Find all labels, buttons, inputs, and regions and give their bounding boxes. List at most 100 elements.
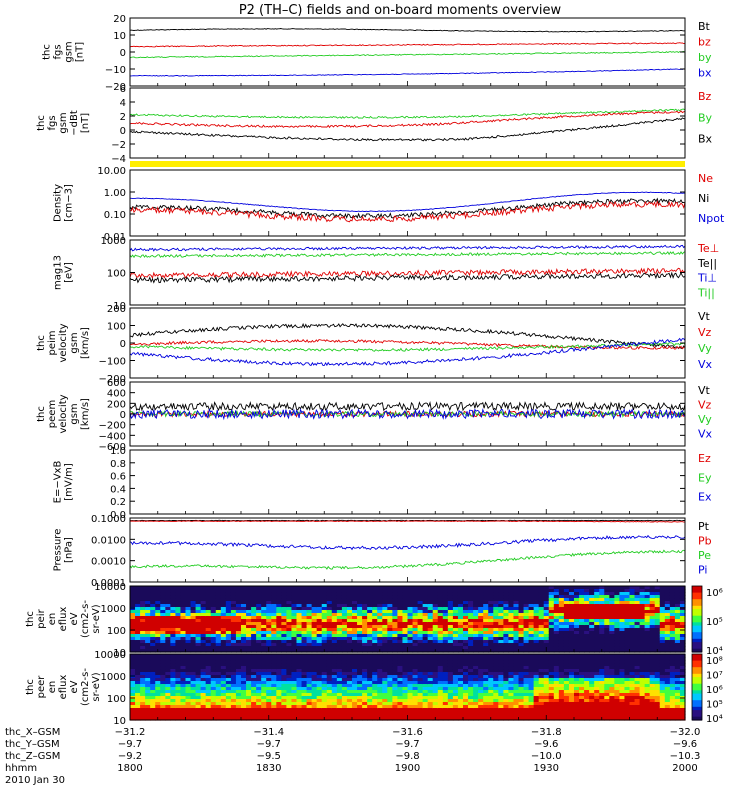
spectrogram-cell [336, 625, 343, 629]
spectrogram-cell [473, 657, 479, 661]
spectrogram-cell [341, 663, 348, 667]
spectrogram-cell [488, 604, 494, 608]
spectrogram-cell [594, 675, 600, 679]
spectrogram-cell [352, 711, 358, 715]
spectrogram-cell [639, 616, 646, 620]
spectrogram-cell [679, 595, 686, 599]
spectrogram-cell [463, 696, 469, 700]
spectrogram-cell [180, 687, 187, 691]
spectrogram-cell [427, 666, 434, 670]
spectrogram-cell [341, 595, 348, 599]
spectrogram-cell [190, 684, 197, 688]
spectrogram-cell [357, 711, 363, 715]
spectrogram-cell [568, 604, 575, 608]
spectrogram-cell [266, 592, 272, 596]
spectrogram-cell [432, 589, 439, 593]
spectrogram-cell [604, 637, 610, 641]
spectrogram-cell [235, 711, 242, 715]
spectrogram-cell [150, 637, 156, 641]
spectrogram-cell [281, 586, 288, 590]
spectrogram-cell [488, 705, 494, 709]
legend-entry-Vx: Vx [698, 358, 713, 371]
spectrogram-cell [679, 610, 686, 614]
spectrogram-cell [584, 592, 590, 596]
spectrogram-cell [447, 616, 454, 620]
spectrogram-cell [331, 705, 338, 709]
spectrogram-cell [629, 610, 636, 614]
spectrogram-cell [387, 646, 393, 650]
spectrogram-cell [140, 634, 146, 638]
spectrogram-cell [235, 672, 242, 676]
spectrogram-cell [200, 717, 207, 721]
spectrogram-cell [654, 640, 661, 644]
spectrogram-cell [518, 598, 525, 602]
spectrogram-cell [392, 675, 399, 679]
spectrogram-cell [563, 616, 570, 620]
spectrogram-cell [261, 595, 267, 599]
spectrogram-cell [679, 646, 686, 650]
spectrogram-cell [609, 625, 615, 629]
spectrogram-cell [589, 643, 595, 647]
spectrogram-cell [241, 654, 247, 658]
spectrogram-cell [225, 675, 232, 679]
spectrogram-cell [644, 634, 651, 638]
spectrogram-cell [135, 595, 141, 599]
spectrogram-cell [604, 687, 610, 691]
spectrogram-cell [604, 669, 610, 673]
spectrogram-cell [528, 607, 535, 611]
spectrogram-cell [316, 678, 323, 682]
spectrogram-cell [412, 643, 419, 647]
spectrogram-cell [493, 595, 499, 599]
spectrogram-cell [155, 601, 161, 605]
spectrogram-cell [513, 637, 520, 641]
spectrogram-cell [140, 663, 146, 667]
spectrogram-cell [639, 586, 646, 590]
spectrogram-cell [210, 708, 217, 712]
spectrogram-cell [321, 646, 328, 650]
spectrogram-cell [346, 616, 353, 620]
spectrogram-cell [619, 640, 626, 644]
spectrogram-cell [498, 589, 504, 593]
spectrogram-cell [251, 634, 257, 638]
spectrogram-cell [190, 637, 197, 641]
spectrogram-cell [629, 634, 636, 638]
spectrogram-cell [392, 714, 399, 718]
spectrogram-cell [523, 649, 530, 653]
spectrogram-cell [563, 699, 570, 703]
spectrogram-cell [291, 613, 298, 617]
spectrogram-cell [412, 714, 419, 718]
spectrogram-cell [548, 607, 555, 611]
spectrogram-cell [372, 702, 378, 706]
spectrogram-cell [528, 619, 535, 623]
spectrogram-cell [261, 687, 267, 691]
spectrogram-cell [599, 643, 605, 647]
spectrogram-cell [170, 637, 177, 641]
spectrogram-cell [190, 640, 197, 644]
spectrogram-cell [387, 708, 393, 712]
spectrogram-cell [372, 616, 378, 620]
spectrogram-cell [200, 693, 207, 697]
spectrogram-cell [402, 666, 409, 670]
spectrogram-cell [407, 637, 414, 641]
spectrogram-cell [346, 598, 353, 602]
spectrogram-cell [180, 595, 187, 599]
spectrogram-cell [513, 660, 520, 664]
spectrogram-cell [639, 598, 646, 602]
spectrogram-cell [336, 598, 343, 602]
spectrogram-cell [195, 613, 202, 617]
spectrogram-cell [276, 589, 282, 593]
spectrogram-cell [503, 604, 510, 608]
spectrogram-cell [619, 607, 626, 611]
spectrogram-cell [326, 607, 333, 611]
spectrogram-cell [518, 646, 525, 650]
spectrogram-cell [352, 714, 358, 718]
spectrogram-cell [215, 657, 222, 661]
spectrogram-cell [483, 619, 489, 623]
spectrogram-cell [225, 646, 232, 650]
spectrogram-cell [518, 693, 525, 697]
spectrogram-cell [574, 646, 580, 650]
spectrogram-cell [568, 637, 575, 641]
spectrogram-cell [281, 643, 288, 647]
spectrogram-cell [402, 622, 409, 626]
spectrogram-cell [402, 672, 409, 676]
